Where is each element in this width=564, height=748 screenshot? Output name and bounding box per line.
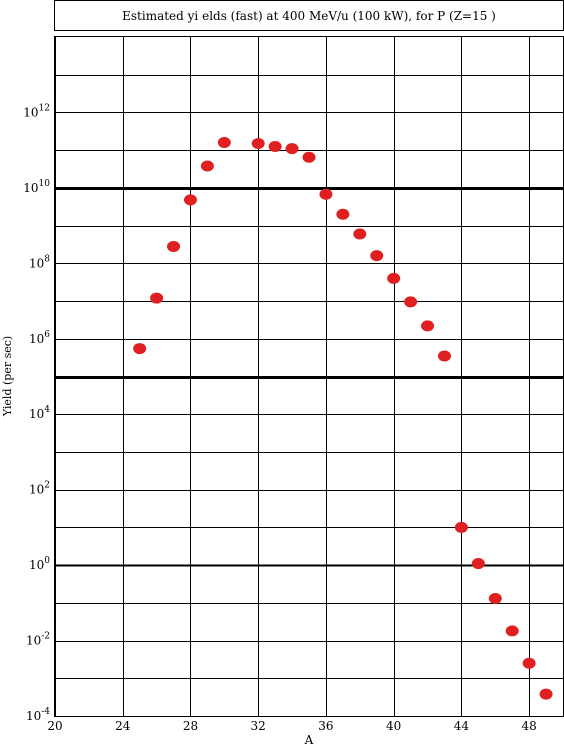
x-tick-label: 28	[183, 719, 198, 733]
data-point	[471, 558, 485, 570]
y-tick-label: 10-4	[26, 707, 50, 723]
data-point	[150, 292, 164, 304]
x-tick-label: 40	[386, 719, 401, 733]
y-tick-label: 104	[29, 405, 50, 421]
data-point	[488, 593, 502, 605]
y-tick-label: 10-2	[26, 632, 50, 648]
data-point	[200, 160, 214, 172]
data-point	[353, 228, 367, 240]
data-point	[319, 188, 333, 200]
y-tick-label: 108	[29, 254, 50, 270]
data-point	[217, 136, 231, 148]
x-tick-labels: 20 24 28 32 36 40 44 48	[47, 719, 536, 733]
x-tick-label: 48	[521, 719, 536, 733]
data-point	[285, 143, 299, 155]
x-tick-label: 20	[47, 719, 62, 733]
data-point	[454, 521, 468, 533]
data-point	[370, 250, 384, 262]
x-tick-label: 32	[251, 719, 266, 733]
x-tick-label: 36	[318, 719, 333, 733]
data-point	[183, 194, 197, 206]
y-tick-label: 102	[29, 481, 50, 497]
data-point	[387, 272, 401, 284]
data-point	[522, 657, 536, 669]
data-point	[437, 350, 451, 362]
x-tick-label: 44	[454, 719, 470, 733]
data-point	[336, 208, 350, 220]
data-point	[133, 343, 147, 355]
y-tick-label: 106	[29, 330, 50, 346]
chart-title: Estimated yi elds (fast) at 400 MeV/u (1…	[122, 9, 496, 23]
data-points	[133, 136, 553, 700]
data-point	[505, 625, 519, 637]
y-tick-labels: 1012 1010 108 106 104 102 100 10-2 10-4	[23, 103, 50, 723]
data-point	[302, 151, 316, 163]
x-axis-label: A	[304, 733, 314, 747]
y-tick-label: 1012	[23, 103, 50, 119]
x-tick-label: 24	[115, 719, 131, 733]
y-tick-label: 100	[29, 556, 50, 572]
data-point	[251, 138, 265, 150]
reference-lines	[55, 187, 563, 567]
data-point	[167, 240, 181, 252]
y-tick-label: 1010	[23, 179, 50, 195]
y-axis-label: Yield (per sec)	[1, 336, 14, 417]
title-box	[54, 0, 564, 31]
data-point	[268, 141, 282, 153]
data-point	[421, 320, 435, 332]
data-point	[404, 296, 418, 308]
data-point	[539, 688, 553, 700]
